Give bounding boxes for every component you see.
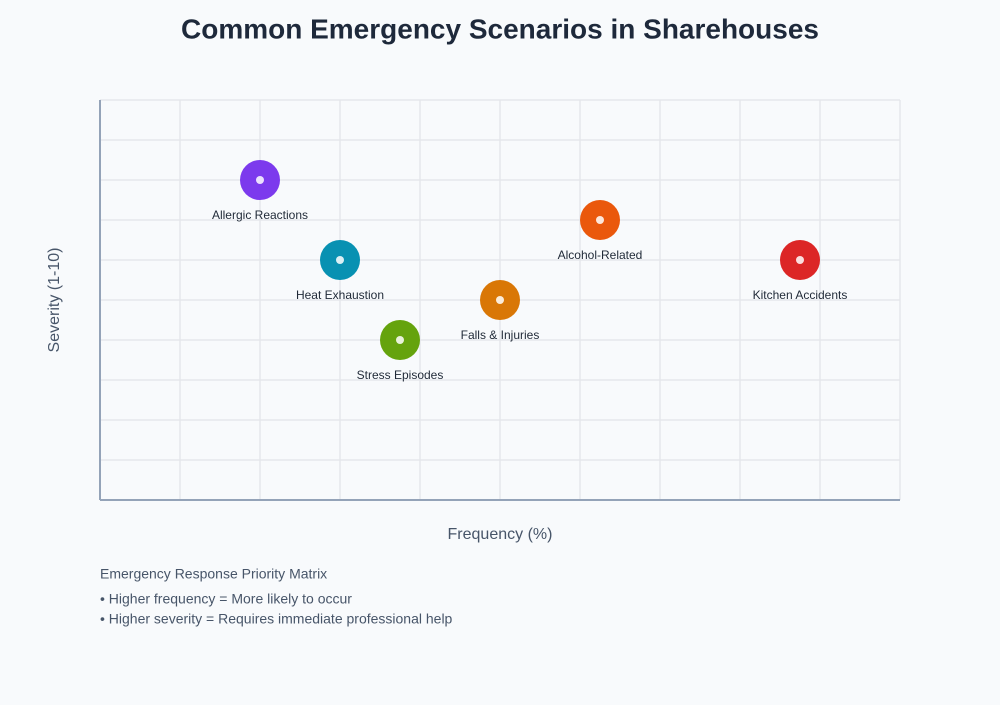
note: • Higher severity = Requires immediate p…: [100, 611, 453, 627]
point-label: Allergic Reactions: [212, 208, 308, 222]
point-icon: [256, 176, 264, 184]
point-icon: [796, 256, 804, 264]
point-icon: [496, 296, 504, 304]
x-axis-label: Frequency (%): [448, 526, 553, 543]
note: • Higher frequency = More likely to occu…: [100, 591, 352, 607]
notes-heading: Emergency Response Priority Matrix: [100, 566, 327, 582]
point-label: Kitchen Accidents: [753, 288, 848, 302]
point-icon: [336, 256, 344, 264]
point-label: Falls & Injuries: [461, 328, 540, 342]
y-axis-label: Severity (1-10): [46, 248, 63, 353]
point-label: Alcohol-Related: [558, 248, 643, 262]
point-label: Heat Exhaustion: [296, 288, 384, 302]
point-icon: [596, 216, 604, 224]
point-icon: [396, 336, 404, 344]
chart-title: Common Emergency Scenarios in Sharehouse…: [181, 13, 819, 44]
point-label: Stress Episodes: [357, 368, 444, 382]
